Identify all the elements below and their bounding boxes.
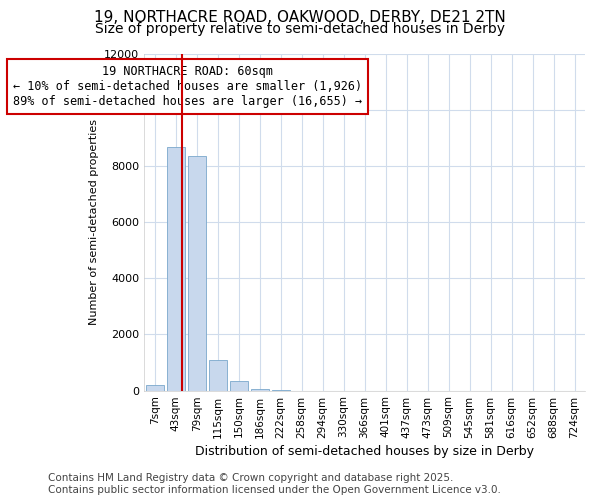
Text: 19, NORTHACRE ROAD, OAKWOOD, DERBY, DE21 2TN: 19, NORTHACRE ROAD, OAKWOOD, DERBY, DE21… <box>94 10 506 25</box>
Bar <box>188 156 206 390</box>
Bar <box>146 385 164 390</box>
Text: Size of property relative to semi-detached houses in Derby: Size of property relative to semi-detach… <box>95 22 505 36</box>
Text: Contains HM Land Registry data © Crown copyright and database right 2025.
Contai: Contains HM Land Registry data © Crown c… <box>48 474 501 495</box>
Y-axis label: Number of semi-detached properties: Number of semi-detached properties <box>89 120 98 326</box>
Bar <box>167 146 185 390</box>
Bar <box>230 381 248 390</box>
Text: 19 NORTHACRE ROAD: 60sqm
← 10% of semi-detached houses are smaller (1,926)
89% o: 19 NORTHACRE ROAD: 60sqm ← 10% of semi-d… <box>13 65 362 108</box>
Bar <box>209 360 227 390</box>
Bar <box>251 389 269 390</box>
X-axis label: Distribution of semi-detached houses by size in Derby: Distribution of semi-detached houses by … <box>195 444 534 458</box>
